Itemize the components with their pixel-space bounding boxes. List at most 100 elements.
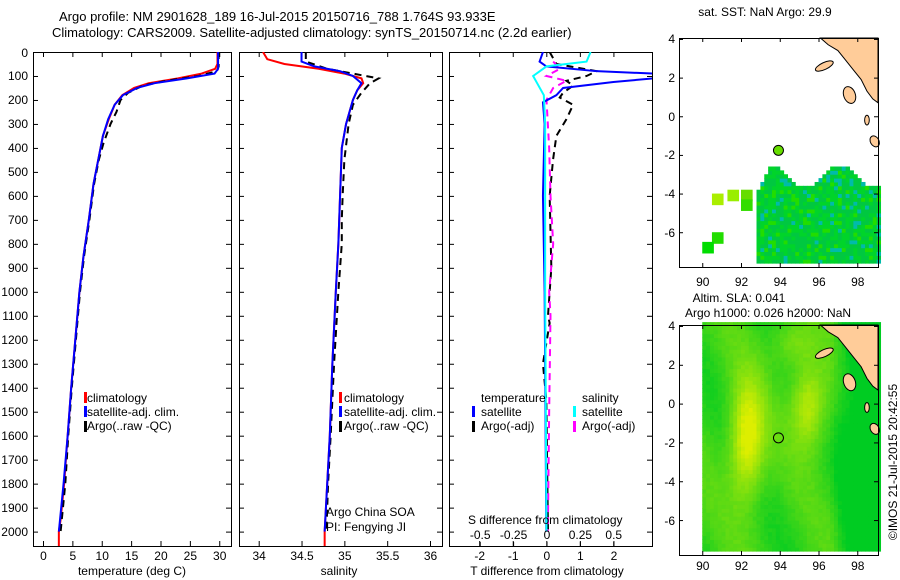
sst-cell [806, 216, 812, 222]
sst-cell [865, 247, 870, 253]
sla-cell [795, 450, 800, 455]
sla-cell [764, 333, 769, 339]
sla-cell [737, 500, 742, 506]
sst-cell [834, 251, 839, 256]
sla-cell [702, 349, 707, 354]
lon-tick-label: 98 [851, 275, 865, 289]
sla-cell [806, 485, 812, 490]
sla-cell [737, 423, 742, 428]
sla-cell [710, 357, 715, 362]
sla-cell [725, 407, 730, 412]
sla-cell [729, 415, 734, 420]
sla-cell [814, 357, 820, 362]
sla-cell [841, 403, 847, 408]
sst-cell [768, 232, 773, 237]
sst-cell [830, 166, 835, 171]
sla-cell [768, 388, 773, 393]
sst-cell [803, 220, 808, 225]
legend-s-satellite: satellite [582, 405, 623, 419]
sla-cell [853, 388, 858, 393]
sla-cell [702, 543, 707, 548]
sla-cell [783, 438, 789, 443]
sla-cell [861, 508, 866, 513]
sst-cell [795, 236, 800, 241]
sst-cell [849, 181, 854, 187]
argo-float-marker [772, 432, 784, 444]
sla-cell [729, 353, 734, 358]
sla-cell [834, 415, 839, 420]
legend-swatch-climatology [84, 392, 87, 403]
sla-cell [741, 547, 746, 552]
sla-cell [795, 446, 800, 451]
sst-cell [861, 197, 866, 202]
sla-cell [733, 527, 738, 533]
sla-cell [748, 341, 754, 346]
sla-cell [710, 481, 715, 486]
sst-cell [826, 216, 831, 222]
sla-cell [806, 329, 812, 335]
sla-cell [872, 411, 878, 416]
sla-cell [841, 360, 847, 366]
sla-cell [775, 353, 781, 358]
sla-cell [853, 527, 858, 533]
sla-cell [737, 407, 742, 412]
sla-cell [845, 500, 851, 506]
sla-cell [752, 450, 758, 455]
sla-cell [853, 477, 858, 482]
sla-cell [814, 504, 820, 509]
land-island [869, 135, 880, 148]
sla-cell [721, 473, 727, 478]
sla-cell [752, 345, 758, 350]
sla-cell [768, 461, 773, 467]
sla-cell [837, 516, 843, 521]
sla-cell [822, 368, 827, 374]
sla-cell [717, 329, 723, 335]
sla-cell [803, 496, 808, 502]
sla-cell [818, 547, 823, 552]
sla-cell [841, 481, 847, 486]
sla-cell [706, 535, 711, 540]
sla-cell [764, 523, 769, 529]
sst-cell [799, 209, 804, 214]
sst-cell [830, 178, 835, 183]
sla-cell [849, 450, 854, 455]
sst-cell [772, 255, 777, 260]
depth-tick-label: 600 [7, 189, 28, 204]
sst-cell [845, 259, 851, 264]
sla-cell [834, 395, 839, 401]
sla-cell [729, 500, 734, 506]
sla-cell [725, 411, 730, 416]
sla-cell [861, 477, 866, 482]
plot-frame [449, 52, 653, 547]
sla-cell [783, 547, 789, 552]
sla-cell [861, 403, 866, 408]
sla-cell [748, 535, 754, 540]
sst-cell [791, 228, 796, 233]
sla-cell [841, 535, 847, 540]
sla-cell [760, 477, 765, 482]
sla-cell [779, 547, 785, 552]
sla-cell [729, 376, 734, 381]
sla-cell [799, 395, 804, 401]
sst-cell [810, 193, 816, 198]
land-island [864, 402, 870, 413]
sla-cell [818, 411, 823, 416]
sla-cell [841, 477, 847, 482]
sla-cell [756, 520, 761, 525]
sla-cell [752, 337, 758, 342]
sla-cell [725, 438, 730, 443]
sla-cell [818, 477, 823, 482]
sla-cell [841, 446, 847, 451]
sst-cell [768, 220, 773, 225]
sla-cell [806, 360, 812, 366]
sla-cell [872, 512, 878, 517]
sla-cell [744, 380, 750, 385]
sla-cell [721, 481, 727, 486]
sla-cell [756, 504, 761, 509]
sla-cell [841, 438, 847, 443]
sla-cell [783, 450, 789, 455]
sla-cell [737, 438, 742, 443]
sst-cell [868, 193, 874, 198]
sla-cell [741, 403, 746, 408]
sla-cell [756, 376, 761, 381]
